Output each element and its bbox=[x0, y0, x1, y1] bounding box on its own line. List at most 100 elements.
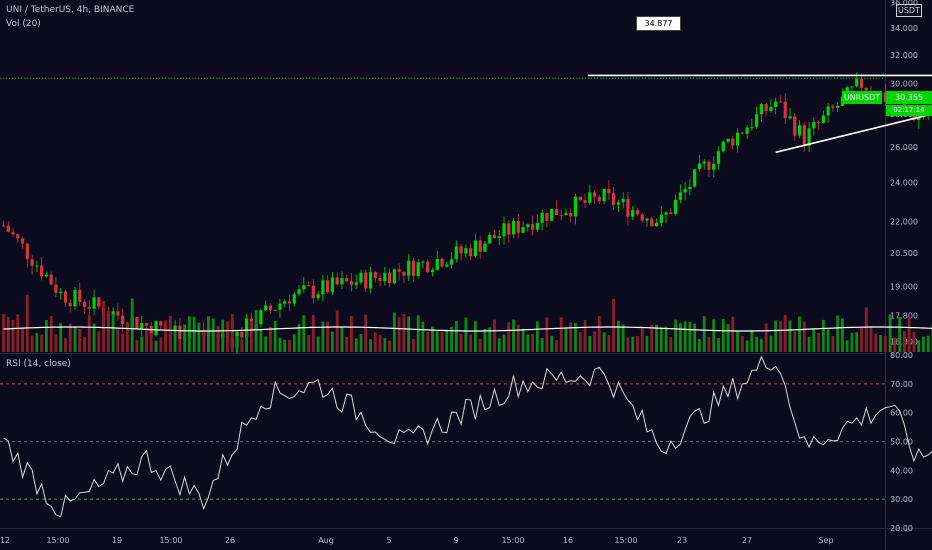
candle-body bbox=[521, 227, 525, 233]
volume-bar bbox=[369, 339, 372, 352]
volume-bar bbox=[130, 298, 134, 352]
volume-bar bbox=[745, 340, 749, 352]
volume-bar bbox=[731, 316, 735, 352]
volume-bar bbox=[302, 315, 306, 352]
candle-body bbox=[240, 331, 244, 338]
volume-bar bbox=[907, 317, 911, 352]
volume-bar bbox=[540, 338, 544, 352]
candle-body bbox=[602, 188, 606, 202]
volume-bar bbox=[11, 319, 15, 352]
volume-bar bbox=[464, 317, 468, 352]
volume-bar bbox=[583, 320, 587, 352]
volume-bar bbox=[707, 337, 711, 352]
volume-bar bbox=[388, 340, 391, 352]
volume-bar bbox=[288, 339, 291, 352]
candle-body bbox=[778, 101, 783, 103]
candle-body bbox=[721, 141, 725, 152]
time-tick-label: 23 bbox=[677, 536, 687, 545]
bar-countdown: 02:17:14 bbox=[886, 105, 932, 116]
current-price-tag: UNIUSDT 30.355 bbox=[842, 91, 932, 104]
volume-bar bbox=[893, 337, 897, 352]
volume-bar bbox=[888, 314, 892, 352]
volume-bar bbox=[521, 328, 525, 352]
candle-body bbox=[326, 280, 330, 293]
price-tick-label: 36.000 bbox=[890, 0, 918, 7]
volume-bar bbox=[879, 334, 882, 352]
volume-bar bbox=[354, 338, 358, 352]
volume-bar bbox=[869, 326, 873, 352]
candle-body bbox=[511, 221, 516, 235]
volume-indicator-label[interactable]: Vol (20) bbox=[6, 19, 41, 29]
volume-bar bbox=[640, 327, 644, 352]
volume-bar bbox=[269, 327, 272, 352]
volume-bar bbox=[454, 320, 458, 352]
candle-body bbox=[20, 238, 25, 244]
candle-body bbox=[917, 117, 921, 121]
candle-body bbox=[268, 305, 273, 311]
volume-bar bbox=[202, 329, 206, 352]
candle-body bbox=[25, 243, 29, 260]
volume-bar bbox=[769, 335, 773, 352]
volume-bar bbox=[6, 317, 10, 352]
price-tick-label: 24.000 bbox=[890, 179, 918, 188]
time-tick-label: 15:00 bbox=[159, 536, 182, 545]
volume-bar bbox=[883, 335, 887, 352]
candle-body bbox=[273, 309, 277, 311]
candle-body bbox=[173, 325, 177, 331]
candle-body bbox=[16, 234, 20, 239]
volume-bar bbox=[121, 333, 125, 352]
volume-bar bbox=[817, 332, 820, 352]
volume-bar bbox=[87, 314, 91, 352]
volume-bar bbox=[383, 338, 387, 352]
candle-body bbox=[750, 126, 754, 128]
volume-bar bbox=[68, 323, 72, 352]
volume-bar bbox=[92, 323, 96, 352]
candle-body bbox=[1, 225, 6, 227]
candle-body bbox=[473, 240, 477, 257]
candle-body bbox=[545, 212, 549, 221]
volume-bar bbox=[497, 338, 501, 352]
candle-body bbox=[564, 213, 568, 215]
volume-bar bbox=[664, 326, 668, 352]
volume-bar bbox=[650, 324, 654, 352]
volume-bar bbox=[59, 323, 63, 352]
volume-bar bbox=[726, 324, 730, 352]
volume-bar bbox=[254, 310, 258, 352]
volume-bar bbox=[331, 331, 334, 352]
volume-bar bbox=[359, 334, 363, 352]
candle-body bbox=[755, 114, 759, 127]
volume-bar bbox=[855, 332, 859, 352]
rsi-indicator-label[interactable]: RSI (14, close) bbox=[6, 359, 71, 369]
candle-body bbox=[292, 294, 296, 304]
volume-bar bbox=[335, 310, 339, 352]
price-tick-label: 30.000 bbox=[890, 80, 918, 89]
volume-bar bbox=[54, 334, 58, 352]
candle-body bbox=[259, 310, 263, 325]
volume-bar bbox=[764, 323, 768, 352]
volume-bar bbox=[483, 328, 487, 352]
volume-bar bbox=[798, 316, 801, 352]
volume-bar bbox=[173, 331, 177, 352]
volume-bar bbox=[102, 300, 105, 352]
rsi-tick-label: 50.00 bbox=[890, 438, 913, 447]
volume-bar bbox=[373, 332, 377, 352]
currency-button[interactable]: USDT bbox=[896, 4, 922, 17]
volume-bar bbox=[402, 314, 406, 352]
time-tick-label: 16 bbox=[563, 536, 573, 545]
volume-bar bbox=[30, 335, 34, 352]
volume-bar bbox=[645, 335, 649, 352]
volume-bar bbox=[550, 335, 554, 352]
volume-bar bbox=[903, 331, 906, 352]
rsi-tick-label: 40.00 bbox=[890, 466, 913, 475]
candle-body bbox=[354, 282, 358, 285]
candle-body bbox=[359, 272, 363, 283]
volume-bar bbox=[326, 321, 330, 352]
candle-body bbox=[864, 87, 868, 91]
candle-body bbox=[802, 125, 806, 146]
volume-bar bbox=[674, 319, 677, 352]
candle-body bbox=[245, 318, 249, 338]
candle-body bbox=[335, 277, 339, 285]
volume-bar bbox=[760, 338, 763, 352]
volume-bar bbox=[683, 321, 687, 352]
